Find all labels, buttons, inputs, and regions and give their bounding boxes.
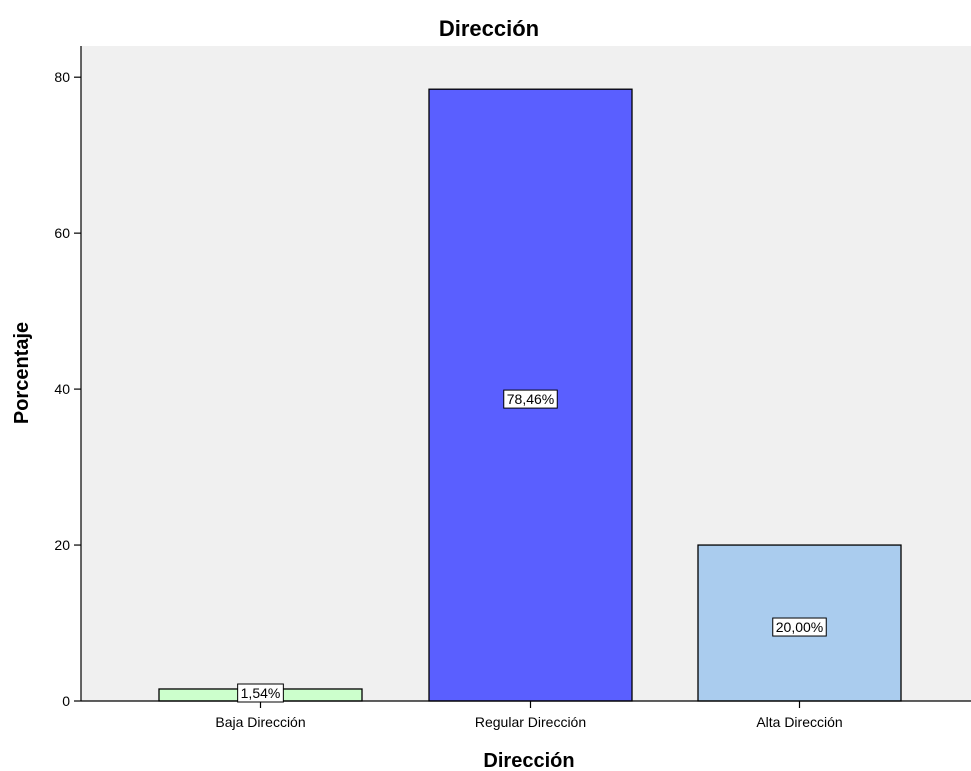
x-tick-label: Alta Dirección	[756, 714, 842, 730]
data-label-text: 78,46%	[507, 391, 554, 407]
x-tick-label: Regular Dirección	[475, 714, 586, 730]
data-label: 78,46%	[503, 389, 558, 409]
data-label-box	[503, 389, 558, 409]
y-tick-label: 80	[54, 69, 70, 85]
chart-title: Dirección	[439, 16, 539, 41]
data-label: 1,54%	[237, 683, 284, 703]
data-label-text: 1,54%	[241, 685, 281, 701]
y-tick-label: 0	[62, 693, 70, 709]
y-axis-title: Porcentaje	[11, 322, 33, 424]
data-labels-group: 1,54% 78,46% 20,00%	[237, 389, 827, 703]
data-label-box	[772, 617, 827, 637]
x-axis: Baja Dirección Regular Dirección Alta Dire…	[81, 700, 971, 730]
data-label: 20,00%	[772, 617, 827, 637]
bars-group	[158, 88, 902, 702]
x-tick-label: Baja Dirección	[215, 714, 305, 730]
y-tick-label: 40	[54, 381, 70, 397]
y-axis: 0 20 40 60 80	[54, 46, 82, 709]
data-label-text: 20,00%	[776, 619, 823, 635]
y-tick-label: 20	[54, 537, 70, 553]
x-axis-title: Dirección	[483, 750, 574, 771]
data-label-box	[237, 683, 284, 703]
y-tick-label: 60	[54, 225, 70, 241]
